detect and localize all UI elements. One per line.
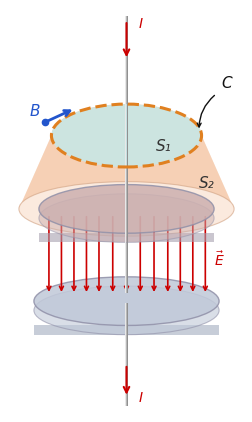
Bar xyxy=(124,16,128,104)
Bar xyxy=(124,16,126,104)
Bar xyxy=(124,236,128,293)
Bar xyxy=(124,104,126,236)
Text: B: B xyxy=(30,104,40,119)
Text: $I$: $I$ xyxy=(137,390,143,405)
Bar xyxy=(127,236,128,293)
Text: S₂: S₂ xyxy=(198,176,214,191)
Bar xyxy=(127,303,128,406)
Polygon shape xyxy=(19,104,233,236)
Text: $\vec{E}$: $\vec{E}$ xyxy=(213,250,224,268)
Bar xyxy=(124,236,126,293)
Ellipse shape xyxy=(39,194,213,243)
Ellipse shape xyxy=(51,104,201,167)
Text: S₁: S₁ xyxy=(155,138,171,154)
Polygon shape xyxy=(39,233,213,243)
Polygon shape xyxy=(34,325,218,335)
Ellipse shape xyxy=(34,286,218,335)
Bar xyxy=(127,104,128,236)
Bar xyxy=(124,104,128,236)
Bar xyxy=(127,16,128,104)
Text: $I$: $I$ xyxy=(137,17,143,32)
Text: C: C xyxy=(220,76,231,91)
Bar xyxy=(124,303,126,406)
Ellipse shape xyxy=(39,184,213,233)
Ellipse shape xyxy=(34,277,218,325)
Polygon shape xyxy=(19,104,233,209)
Bar xyxy=(124,303,128,406)
